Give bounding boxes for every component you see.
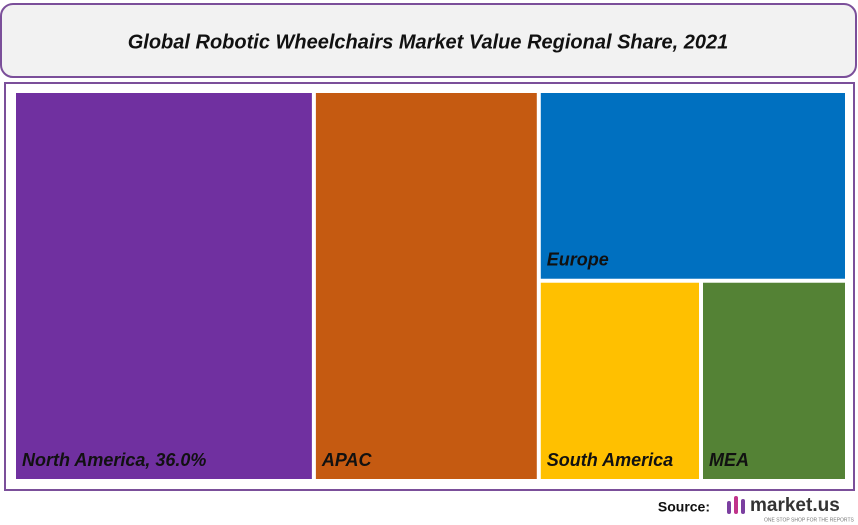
source-label: Source:: [658, 499, 710, 515]
treemap-cell: [540, 282, 700, 479]
treemap-cell: [540, 93, 845, 279]
treemap-cell: [16, 93, 312, 479]
brand-logo: [727, 496, 745, 514]
cell-label: Europe: [547, 249, 609, 269]
treemap-cell: [315, 93, 537, 479]
brand-tagline: ONE STOP SHOP FOR THE REPORTS: [764, 517, 855, 523]
cell-label: MEA: [709, 450, 749, 470]
brand: market.us: [750, 495, 840, 516]
chart-title: Global Robotic Wheelchairs Market Value …: [128, 31, 729, 53]
cell-label: APAC: [321, 450, 373, 470]
cell-label: South America: [547, 450, 673, 470]
treemap-cell: [703, 282, 845, 479]
title-box: [0, 3, 857, 78]
cell-label: North America, 36.0%: [22, 450, 206, 470]
